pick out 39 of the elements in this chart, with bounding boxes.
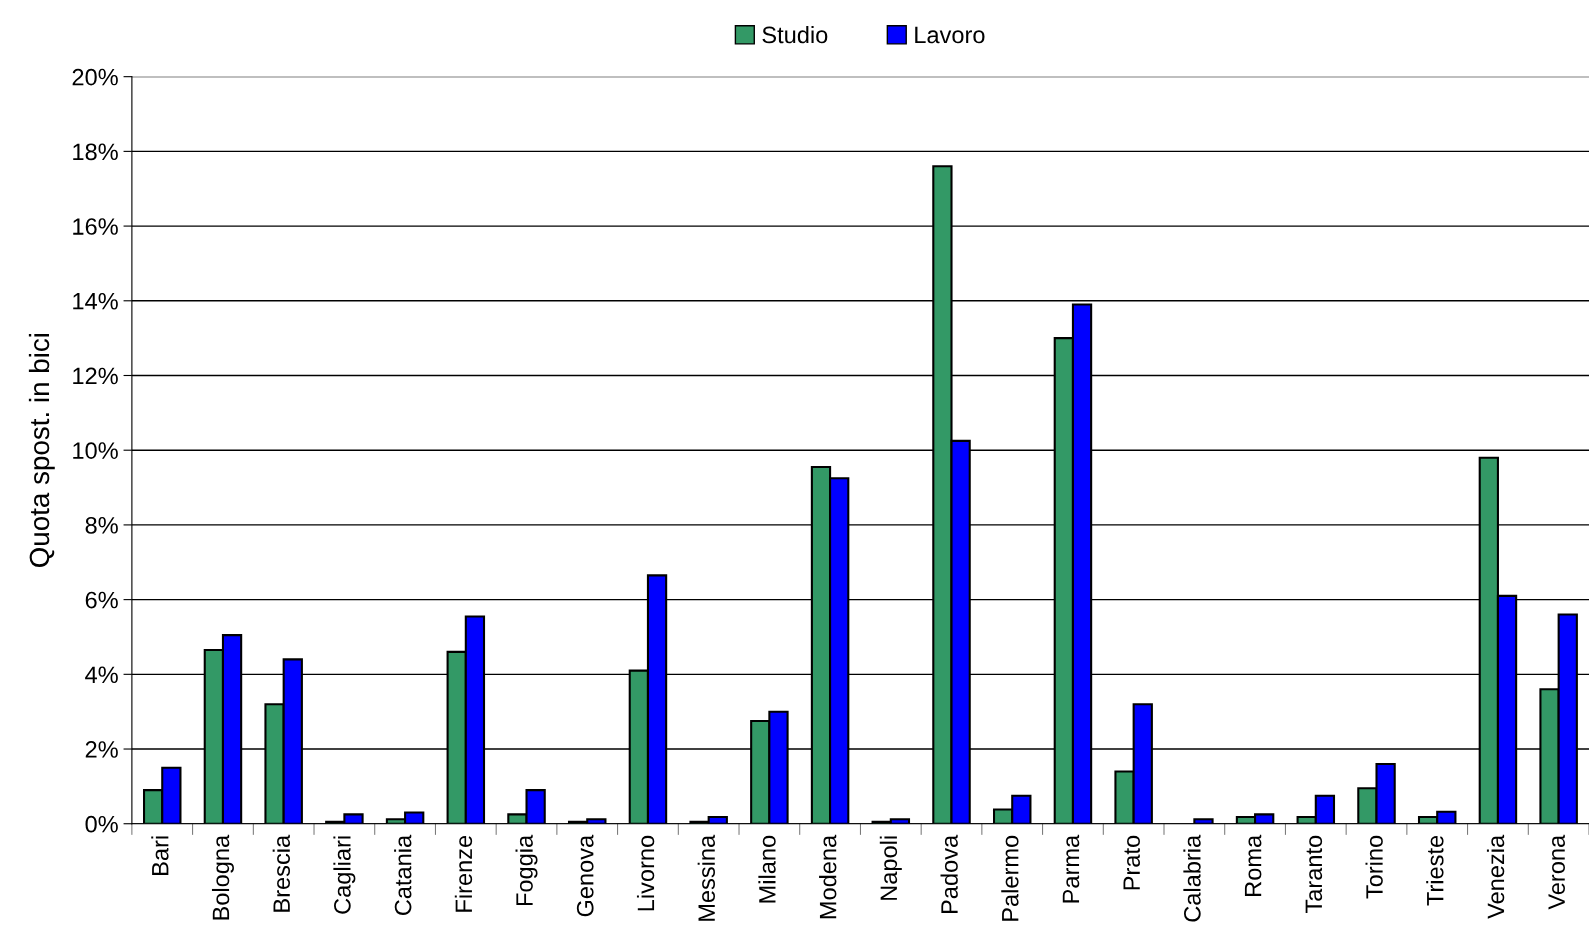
x-tick-label: Firenze [454,835,473,912]
legend-label: Lavoro [915,26,985,44]
x-tick-label: Padova [940,834,958,913]
x-tick-label: Cagliari [333,836,356,914]
legend-label: Studio [762,25,828,44]
y-tick-label: 20% [72,68,118,86]
y-tick-label: 16% [73,218,118,235]
x-tick-label: Catania [394,834,412,916]
x-tick-label: Brescia [272,834,291,912]
x-tick-label: Torino [1365,835,1383,899]
y-tick-label: 0% [85,815,118,833]
x-tick-label: Palermo [1001,835,1019,921]
y-tick-label: 10% [73,442,118,459]
y-axis-title: Quota spost. in bici [28,333,55,567]
y-tick-label: 2% [85,741,118,758]
x-tick-label: Prato [1123,835,1140,890]
y-tick-label: 4% [85,666,118,684]
x-tick-label: Parma [1062,834,1080,903]
x-tick-label: Trieste [1426,835,1444,906]
y-tick-label: 12% [73,367,118,385]
bar [1193,818,1214,824]
x-tick-label: Genova [576,834,594,917]
y-tick-label: 14% [73,292,118,310]
x-tick-label: Calabria [1183,834,1201,922]
x-tick-label: Messina [697,834,715,921]
x-tick-label: Milano [758,835,776,903]
x-tick-label: Taranto [1305,835,1323,914]
y-tick-label: 6% [85,591,118,609]
x-tick-label: Foggia [515,834,538,906]
x-tick-label: Modena [819,834,837,919]
x-tick-label: Verona [1548,834,1565,910]
x-tick-label: Napoli [879,836,902,900]
x-tick-label: Bari [151,836,169,875]
x-tick-label: Bologna [211,834,234,920]
y-tick-label: 8% [85,516,118,534]
x-tick-label: Venezia [1486,834,1505,919]
x-tick-label: Roma [1244,834,1262,896]
x-tick-label: Livorno [636,835,655,911]
y-tick-label: 18% [73,143,118,161]
